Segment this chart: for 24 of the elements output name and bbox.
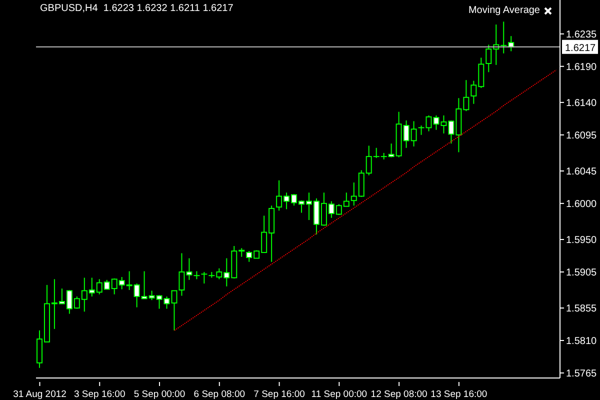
x-tick-label: 5 Sep 00:00 — [134, 389, 186, 400]
y-tick-label: 1.5765 — [566, 368, 598, 380]
ref-line-label: 1.6217 — [565, 42, 596, 54]
x-tick-label: 13 Sep 16:00 — [430, 389, 488, 400]
y-tick-label: 1.6190 — [566, 62, 598, 73]
candlestick — [201, 271, 208, 284]
y-tick-label: 1.5950 — [566, 235, 598, 246]
y-tick-label: 1.5810 — [566, 336, 598, 348]
y-tick-label: 1.6235 — [566, 29, 598, 40]
y-tick-label: 1.5855 — [566, 304, 598, 315]
x-tick-label: 11 Sep 00:00 — [311, 389, 368, 400]
x-tick-label: 6 Sep 08:00 — [194, 389, 246, 400]
y-tick-label: 1.6095 — [566, 130, 598, 142]
x-tick-label: 12 Sep 08:00 — [370, 389, 428, 400]
x-tick-label: 3 Sep 16:00 — [74, 389, 126, 400]
y-tick-label: 1.6000 — [566, 198, 598, 210]
y-tick-label: 1.5905 — [566, 268, 598, 279]
x-tick-label: 7 Sep 16:00 — [254, 389, 305, 400]
x-tick-label: 31 Aug 2012 — [13, 389, 66, 400]
y-tick-label: 1.6140 — [566, 98, 598, 109]
annotation: Moving Average — [468, 5, 540, 16]
chart-title: GBPUSD,H4 1.6223 1.6232 1.6211 1.6217 — [40, 3, 234, 14]
y-tick-label: 1.6045 — [566, 166, 598, 178]
line-series — [174, 69, 557, 331]
